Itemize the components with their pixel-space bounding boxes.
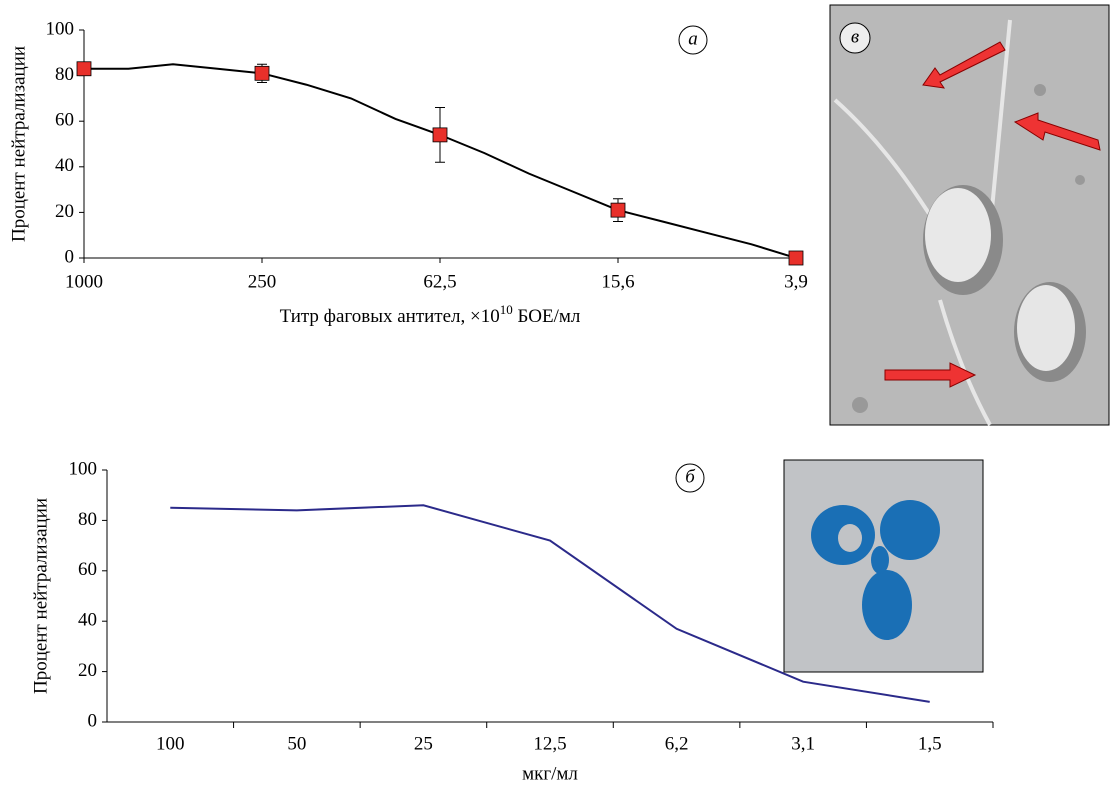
x-tick-label: 1,5 (918, 733, 942, 754)
x-axis-label-part: 10 (500, 302, 513, 317)
y-tick-label: 60 (78, 559, 97, 580)
x-tick-label: 62,5 (423, 271, 456, 292)
x-tick-label: 250 (248, 271, 277, 292)
antibody-inset (783, 459, 984, 673)
y-tick-label: 100 (69, 458, 98, 479)
y-tick-label: 80 (55, 64, 74, 85)
panel-label: в (851, 26, 859, 47)
y-tick-label: 20 (55, 201, 74, 222)
y-tick-label: 80 (78, 509, 97, 530)
chart-b: 0 20 40 60 80 100 100 50 25 12,5 6,2 3,1 1,5 Процент … (30, 458, 994, 784)
annotation: б (685, 466, 696, 487)
y-tick-label: 100 (46, 18, 75, 39)
x-tick-label: 25 (414, 733, 433, 754)
x-axis-label-part: БОЕ/мл (513, 306, 581, 327)
marker (432, 127, 448, 143)
series-line (170, 504, 930, 703)
chart-a: 0 20 40 60 80 100 1000 250 62,5 15,6 3,9 Процент не… (8, 18, 808, 327)
x-axis-label: мкг/мл (522, 763, 578, 784)
x-tick-label: 3,9 (784, 271, 808, 292)
y-tick-label: 60 (55, 110, 74, 131)
y-tick-label: 40 (55, 155, 74, 176)
x-axis-label: Титр фаговых антител, ×1010 БОЕ/мл (280, 302, 581, 327)
x-tick-label: 15,6 (601, 271, 634, 292)
y-tick-label: 40 (78, 610, 97, 631)
marker (610, 202, 626, 218)
annotation-circle (675, 463, 705, 493)
x-tick-label: 50 (287, 733, 306, 754)
x-tick-label: 3,1 (791, 733, 815, 754)
x-tick-label: 100 (156, 733, 185, 754)
x-tick-label: 6,2 (665, 733, 689, 754)
afm-photo: в (829, 4, 1110, 426)
x-tick-label: 1000 (65, 271, 103, 292)
x-tick-label: 12,5 (533, 733, 566, 754)
y-tick-label: 20 (78, 660, 97, 681)
y-tick-label: 0 (88, 710, 98, 731)
annotation-circle (678, 25, 708, 55)
marker (76, 61, 92, 77)
marker (254, 65, 270, 81)
x-axis-label-part: Титр фаговых антител, ×10 (280, 306, 500, 327)
y-tick-label: 0 (65, 246, 75, 267)
y-axis-label: Процент нейтрализации (8, 46, 29, 242)
y-axis-label: Процент нейтрализации (30, 498, 51, 694)
marker (788, 250, 804, 266)
annotation: а (688, 28, 698, 49)
